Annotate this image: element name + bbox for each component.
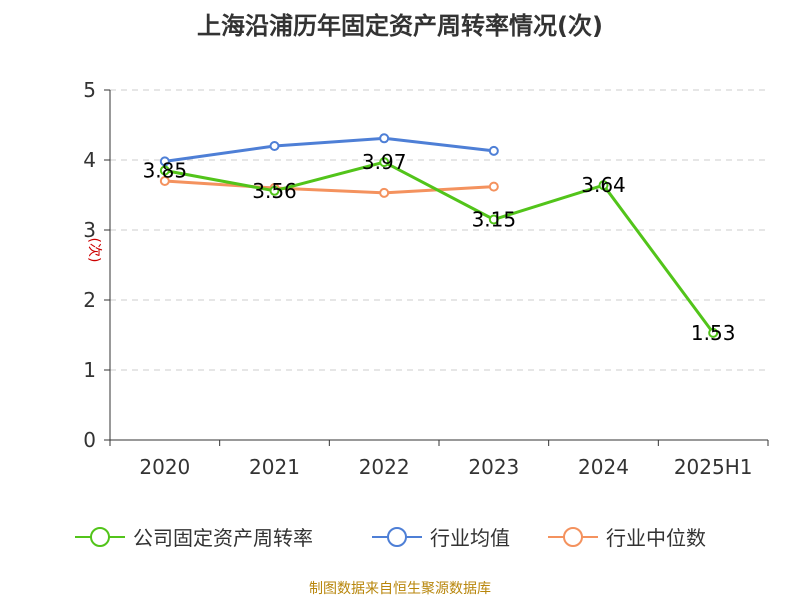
data-label: 3.64 (581, 173, 626, 197)
data-label: 3.97 (362, 150, 407, 174)
series-layer (159, 133, 719, 338)
data-point (159, 176, 170, 186)
data-point (488, 145, 499, 156)
y-tick-label: 2 (83, 288, 96, 312)
source-note: 制图数据来自恒生聚源数据库 (309, 581, 491, 597)
data-label: 3.56 (252, 179, 297, 203)
data-label: 1.53 (691, 321, 736, 345)
legend-marker (563, 527, 583, 547)
y-tick-label: 3 (83, 218, 96, 242)
data-point (708, 327, 719, 338)
data-point (269, 141, 280, 151)
data-label: 3.15 (472, 208, 517, 232)
x-tick-label: 2023 (468, 455, 519, 479)
data-point (379, 133, 390, 144)
y-tick-label: 4 (83, 148, 96, 172)
data-point (269, 185, 280, 196)
series-line (164, 160, 715, 334)
y-tick-label: 0 (83, 428, 96, 452)
legend-marker (387, 527, 407, 547)
data-label: 3.85 (143, 159, 188, 183)
y-axis-label: (次) (86, 238, 102, 263)
series-line (164, 179, 494, 195)
legend: 公司固定资产周转率 行业均值 行业中位数 (75, 526, 706, 550)
legend-label: 行业中位数 (606, 526, 706, 550)
grid-lines (110, 89, 768, 371)
series-line (164, 136, 495, 163)
data-point (379, 187, 390, 198)
data-point (159, 156, 170, 167)
data-point (488, 214, 499, 225)
y-tick-label: 1 (83, 358, 96, 382)
legend-label: 公司固定资产周转率 (133, 526, 313, 550)
data-point (159, 165, 170, 176)
axes: 0 1 2 3 4 5 2020 2021 2022 2023 2024 2025H1 (次) (83, 78, 769, 479)
y-tick-label: 5 (83, 78, 96, 102)
chart-title: 上海沿浦历年固定资产周转率情况(次) (197, 12, 603, 40)
legend-marker (90, 527, 110, 547)
x-tick-label: 2022 (359, 455, 410, 479)
x-tick-label: 2024 (578, 455, 629, 479)
data-labels: 3.85 3.56 3.97 3.15 3.64 1.53 (143, 150, 736, 345)
data-point (488, 181, 499, 192)
data-point (598, 180, 609, 191)
legend-label: 行业均值 (430, 526, 510, 550)
data-point (379, 157, 390, 168)
x-tick-label: 2020 (139, 455, 190, 479)
x-tick-label: 2025H1 (674, 455, 753, 479)
x-tick-label: 2021 (249, 455, 300, 479)
